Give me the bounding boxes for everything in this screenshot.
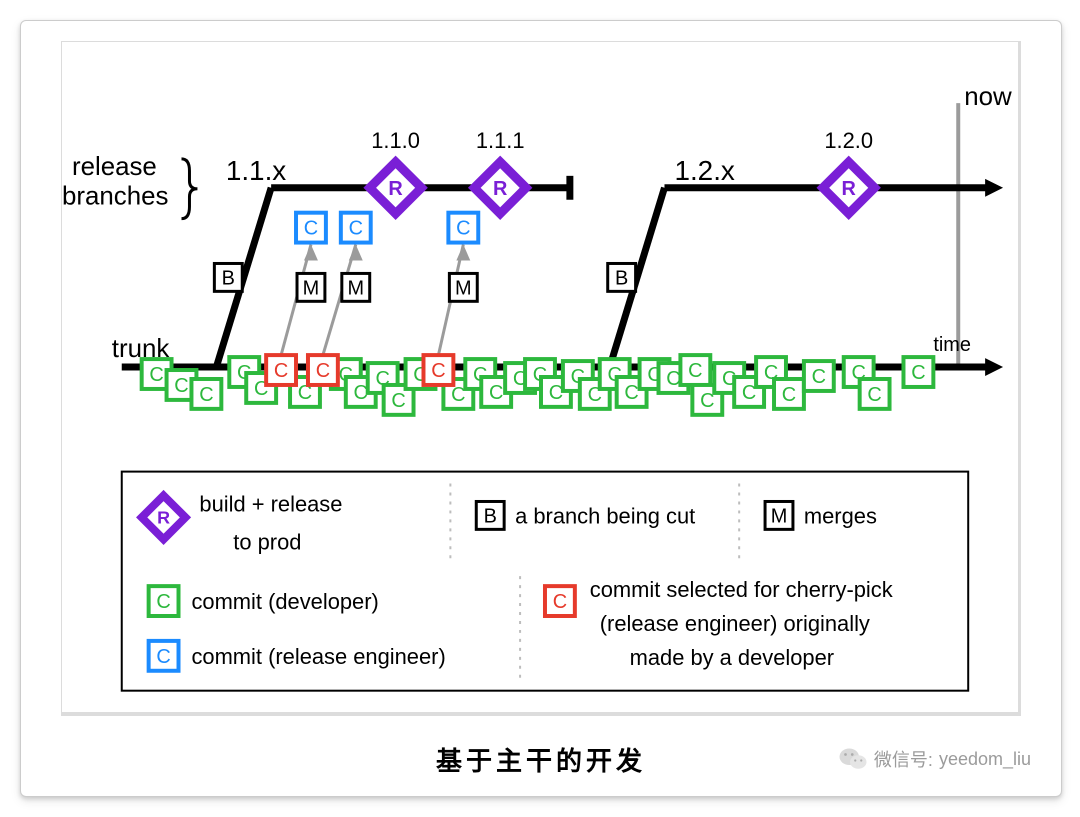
watermark: 微信号: yeedom_liu [838,744,1031,774]
svg-text:made by a developer: made by a developer [630,645,834,670]
svg-text:(release engineer) originally: (release engineer) originally [600,611,870,636]
watermark-value: yeedom_liu [939,749,1031,770]
svg-text:C: C [489,382,503,404]
wechat-icon [838,744,868,774]
svg-text:C: C [431,360,445,382]
svg-text:time: time [933,334,971,356]
svg-text:C: C [349,218,363,240]
svg-text:M: M [455,277,472,299]
svg-text:B: B [222,267,235,289]
svg-text:C: C [911,362,925,384]
svg-text:C: C [456,218,470,240]
svg-text:merges: merges [804,503,877,528]
svg-text:C: C [174,375,188,397]
svg-text:release: release [72,153,157,181]
svg-text:C: C [156,591,170,613]
svg-text:C: C [688,360,702,382]
svg-text:B: B [615,267,628,289]
svg-text:1.1.0: 1.1.0 [371,128,420,153]
svg-text:now: now [964,83,1012,111]
watermark-label: 微信号: [874,746,933,772]
svg-text:M: M [347,277,364,299]
svg-text:C: C [553,591,567,613]
svg-text:a branch being cut: a branch being cut [515,503,695,528]
svg-text:1.2.x: 1.2.x [674,155,734,186]
svg-text:B: B [484,505,497,527]
diagram-inner-border: nowtrunktimereleasebranches1.1.x1.2.xBBR… [61,41,1021,716]
svg-text:M: M [303,277,320,299]
svg-text:C: C [812,366,826,388]
svg-text:1.2.0: 1.2.0 [824,128,873,153]
svg-text:R: R [842,178,856,200]
diagram-frame: nowtrunktimereleasebranches1.1.x1.2.xBBR… [20,20,1062,797]
svg-text:1.1.1: 1.1.1 [476,128,525,153]
svg-text:C: C [199,384,213,406]
svg-text:C: C [149,364,163,386]
svg-text:build + release: build + release [199,491,342,516]
svg-text:C: C [274,360,288,382]
svg-text:C: C [624,382,638,404]
svg-text:C: C [782,384,796,406]
svg-text:C: C [304,218,318,240]
svg-text:R: R [388,178,402,200]
trunk-based-dev-diagram: nowtrunktimereleasebranches1.1.x1.2.xBBR… [62,42,1018,712]
svg-text:C: C [156,646,170,668]
svg-text:to prod: to prod [233,529,301,554]
svg-text:R: R [493,178,507,200]
svg-text:commit (developer): commit (developer) [191,589,378,614]
svg-text:commit (release engineer): commit (release engineer) [191,644,445,669]
svg-text:C: C [391,390,405,412]
svg-text:C: C [316,360,330,382]
svg-text:branches: branches [62,183,168,211]
svg-text:1.1.x: 1.1.x [226,155,286,186]
svg-text:C: C [867,384,881,406]
svg-text:M: M [771,505,788,527]
svg-text:R: R [157,507,170,527]
svg-text:commit selected for cherry-pic: commit selected for cherry-pick [590,577,893,602]
